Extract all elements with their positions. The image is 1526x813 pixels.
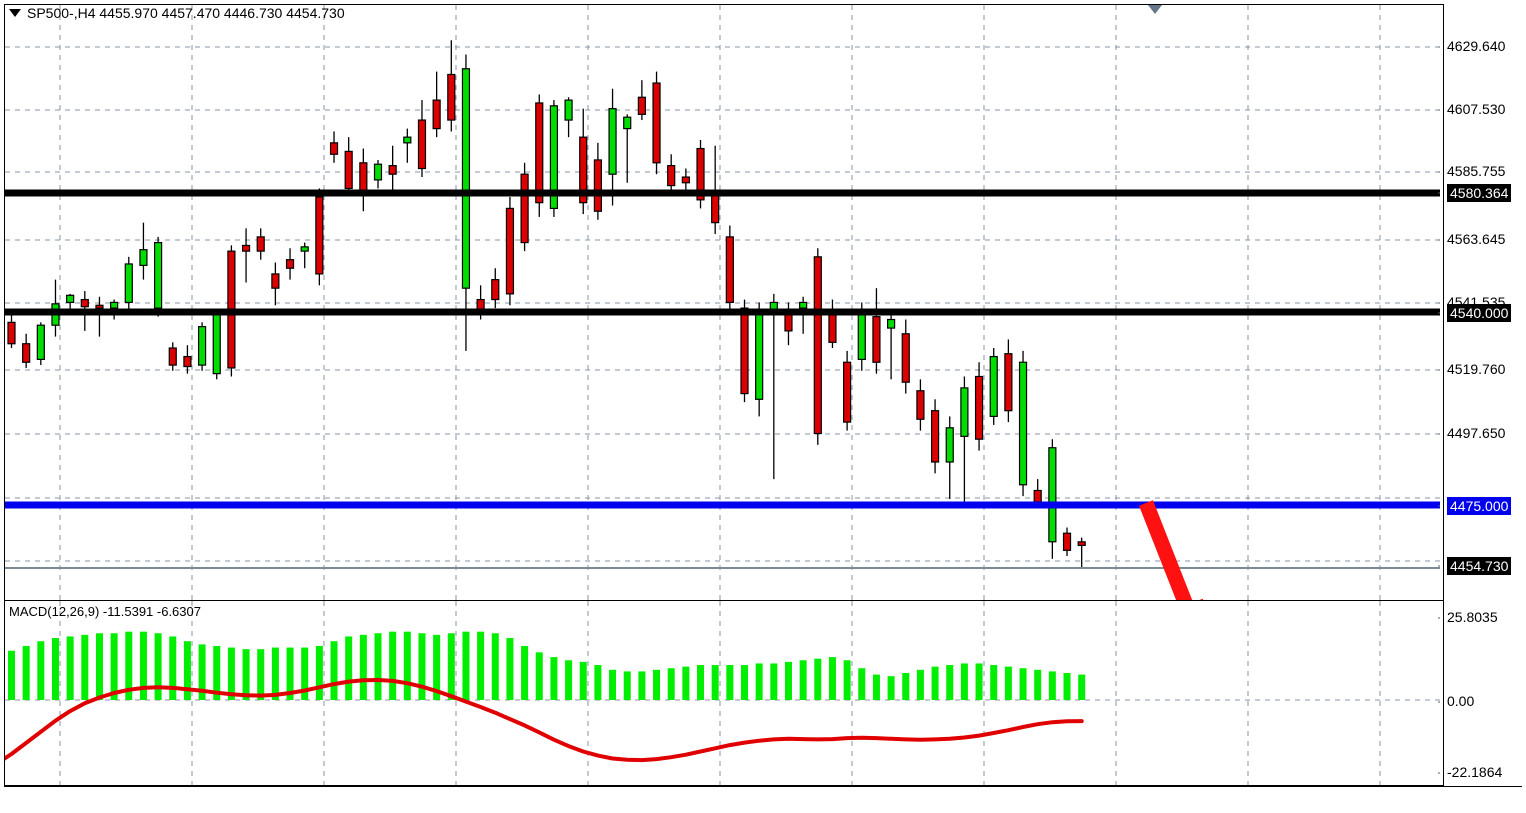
macd-info-label: MACD(12,26,9) -11.5391 -6.6307	[9, 604, 201, 619]
price-axis-tick: 4497.650	[1447, 425, 1506, 441]
price-axis-tick: 25.8035	[1447, 609, 1498, 625]
time-axis-frame	[4, 786, 1522, 811]
price-axis-tick: 4607.530	[1447, 101, 1506, 117]
price-chart-pane[interactable]	[4, 4, 1444, 601]
macd-indicator-pane[interactable]	[4, 600, 1444, 786]
price-label-highlight: 4540.000	[1447, 304, 1512, 322]
price-axis[interactable]: 4629.640 4607.530 4585.755 4580.364 4563.645…	[1447, 0, 1526, 813]
price-label-highlight: 4475.000	[1447, 497, 1512, 515]
price-label-highlight: 4454.730	[1447, 557, 1512, 575]
price-axis-tick: 4629.640	[1447, 38, 1506, 54]
triangle-down-icon[interactable]	[9, 9, 21, 17]
price-axis-tick: -22.1864	[1447, 764, 1503, 780]
price-axis-tick: 4519.760	[1447, 361, 1506, 377]
price-axis-tick: 0.00	[1447, 693, 1475, 709]
price-label-highlight: 4580.364	[1447, 184, 1512, 202]
symbol-info-label: SP500-,H4 4455.970 4457.470 4446.730 445…	[9, 5, 345, 21]
symbol-ohlc-text: SP500-,H4 4455.970 4457.470 4446.730 445…	[27, 5, 345, 21]
price-axis-tick: 4563.645	[1447, 231, 1506, 247]
price-axis-tick: 4585.755	[1447, 163, 1506, 179]
